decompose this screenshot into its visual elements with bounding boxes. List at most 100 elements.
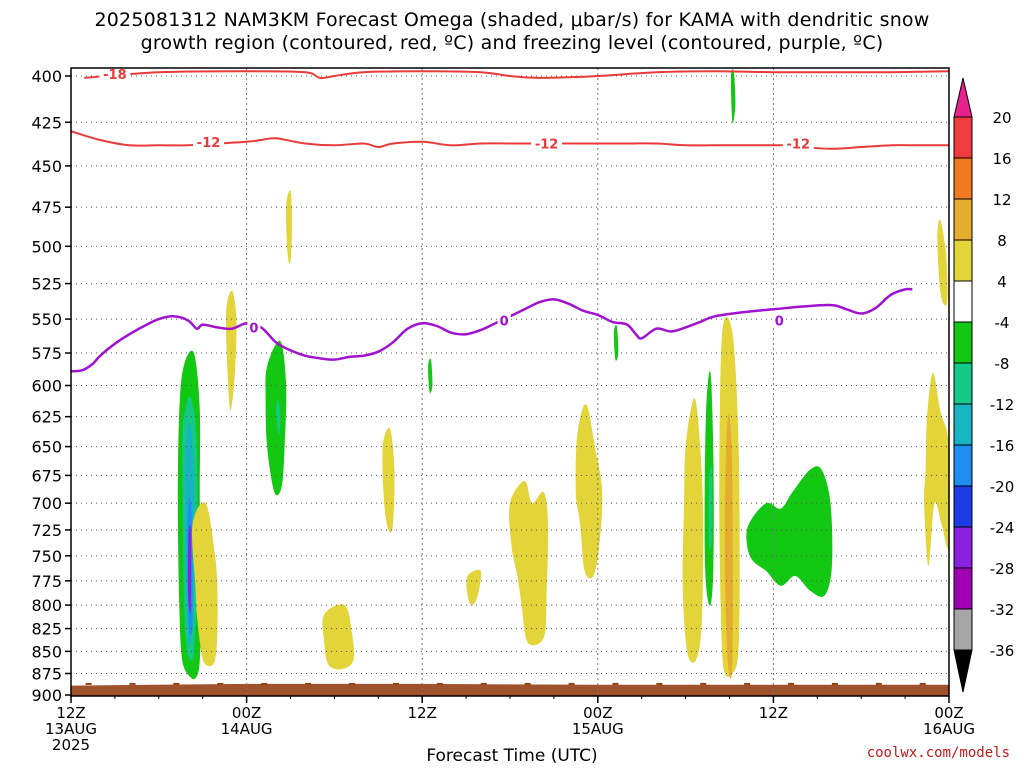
omega-region-green-right bbox=[746, 466, 833, 597]
dgz-label-b: -12 bbox=[535, 138, 559, 153]
terrain-surface bbox=[71, 683, 949, 696]
omega-region-yellow-right-top bbox=[937, 219, 948, 306]
omega-region-orange-12z bbox=[724, 414, 733, 679]
terrain-bump bbox=[305, 682, 312, 685]
colorbar-swatch-9 bbox=[953, 485, 973, 528]
omega-shaded-regions bbox=[177, 69, 949, 680]
dgz-label-a-bg bbox=[193, 133, 225, 149]
x-tick-label-0-2: 2025 bbox=[52, 736, 90, 754]
x-tick-label-0-1: 13AUG bbox=[45, 720, 97, 738]
colorbar-bottom-arrow bbox=[953, 649, 973, 693]
terrain-bump bbox=[524, 682, 531, 685]
x-tick-label-60-0: 00Z bbox=[934, 704, 963, 722]
y-tick-label-500: 500 bbox=[31, 237, 62, 256]
colorbar-swatch-7 bbox=[953, 403, 973, 446]
colorbar-swatch-12 bbox=[953, 608, 973, 651]
dgz-label-top-bg bbox=[99, 68, 131, 82]
x-tick-label-12-0: 00Z bbox=[232, 704, 261, 722]
y-tick-label-750: 750 bbox=[31, 547, 62, 566]
colorbar-label-11: -28 bbox=[990, 560, 1015, 578]
terrain-bump bbox=[788, 682, 795, 685]
terrain-bump bbox=[129, 682, 136, 685]
freezing-label-a: 0 bbox=[249, 321, 258, 336]
colorbar-swatch-3 bbox=[953, 239, 973, 282]
colorbar-swatch-10 bbox=[953, 526, 973, 569]
y-tick-label-550: 550 bbox=[31, 310, 62, 329]
colorbar-label-7: -12 bbox=[990, 396, 1015, 414]
colorbar-label-1: 16 bbox=[992, 150, 1011, 168]
freezing-label-a-bg bbox=[247, 319, 261, 335]
dgz-top-contour-line bbox=[84, 70, 949, 80]
y-tick-label-400: 400 bbox=[31, 67, 62, 86]
omega-region-yellow-mid bbox=[382, 427, 395, 533]
dgz-label-a: -12 bbox=[197, 136, 221, 151]
y-tick-label-825: 825 bbox=[31, 620, 62, 639]
terrain-bump bbox=[349, 682, 356, 685]
omega-region-yellow-mid-high bbox=[285, 190, 292, 264]
freezing-level-contour-line bbox=[71, 287, 913, 373]
chart-title-line-1: 2025081312 NAM3KM Forecast Omega (shaded… bbox=[94, 9, 930, 31]
omega-region-yellow-right-mid bbox=[575, 404, 603, 579]
terrain-bump bbox=[436, 682, 443, 685]
x-tick-label-36-0: 00Z bbox=[583, 704, 612, 722]
freezing-label-c-bg bbox=[772, 312, 786, 328]
colorbar: 20 16 12 8 4 -4 -8 -12 -16 -20 -24 -28 -32 -36 bbox=[953, 77, 1015, 693]
omega-region-teal-mid bbox=[275, 400, 281, 436]
terrain-bump bbox=[217, 682, 224, 685]
x-tick-label-60-1: 16AUG bbox=[923, 720, 975, 738]
y-tick-label-625: 625 bbox=[31, 408, 62, 427]
terrain-bump bbox=[656, 682, 663, 685]
dgz-label-b-bg bbox=[531, 135, 563, 151]
omega-region-yellow-right-mid2 bbox=[924, 372, 949, 566]
terrain-bump bbox=[261, 682, 268, 685]
x-tick-label-24-0: 12Z bbox=[408, 704, 437, 722]
y-tick-label-900: 900 bbox=[31, 686, 62, 705]
omega-region-yellow-small-mid bbox=[466, 569, 482, 606]
y-tick-label-850: 850 bbox=[31, 642, 62, 661]
x-axis-label: Forecast Time (UTC) bbox=[426, 746, 598, 766]
omega-region-green-small-top bbox=[730, 69, 736, 124]
colorbar-label-5: -4 bbox=[995, 314, 1010, 332]
omega-region-yellow-early-b bbox=[225, 290, 237, 411]
y-tick-label-525: 525 bbox=[31, 275, 62, 294]
dgz-label-c-bg bbox=[782, 135, 814, 151]
watermark: coolwx.com/models bbox=[866, 745, 1010, 761]
terrain-bump bbox=[392, 682, 399, 685]
colorbar-label-8: -16 bbox=[990, 437, 1015, 455]
freezing-label-b: 0 bbox=[500, 314, 509, 329]
colorbar-label-9: -20 bbox=[990, 478, 1015, 496]
y-tick-label-425: 425 bbox=[31, 113, 62, 132]
colorbar-label-10: -24 bbox=[990, 519, 1015, 537]
dgz-label-c: -12 bbox=[787, 138, 811, 153]
x-tick-label-36-1: 15AUG bbox=[572, 720, 624, 738]
omega-region-green-small-a bbox=[428, 358, 433, 393]
colorbar-label-12: -32 bbox=[990, 601, 1015, 619]
terrain-bump bbox=[173, 682, 180, 685]
colorbar-swatch-6 bbox=[953, 362, 973, 405]
y-tick-label-475: 475 bbox=[31, 198, 62, 217]
y-tick-label-725: 725 bbox=[31, 521, 62, 540]
omega-region-green-mid bbox=[265, 340, 287, 496]
chart-title-line-2: growth region (contoured, red, ºC) and f… bbox=[140, 32, 884, 54]
terrain-bump bbox=[700, 682, 707, 685]
y-tick-label-800: 800 bbox=[31, 596, 62, 615]
omega-region-teal-narrow-a bbox=[708, 465, 713, 550]
colorbar-swatch-1 bbox=[953, 157, 973, 200]
axes: 400 425 450 475 500 525 550 575 600 625 650 675 700 7… bbox=[31, 67, 975, 754]
freezing-label-b-bg bbox=[497, 312, 511, 328]
terrain-fill bbox=[71, 682, 949, 696]
y-tick-label-575: 575 bbox=[31, 344, 62, 363]
terrain-bump bbox=[568, 682, 575, 685]
omega-region-purple-early bbox=[187, 525, 192, 613]
omega-region-yellow-left-of-12z bbox=[682, 398, 704, 663]
y-tick-label-700: 700 bbox=[31, 494, 62, 513]
colorbar-label-2: 12 bbox=[992, 191, 1011, 209]
colorbar-top-arrow bbox=[953, 77, 973, 118]
colorbar-label-6: -8 bbox=[995, 355, 1010, 373]
colorbar-label-3: 8 bbox=[997, 232, 1007, 250]
omega-region-yellow-early-a bbox=[192, 502, 218, 667]
colorbar-label-0: 20 bbox=[992, 109, 1011, 127]
terrain-bump bbox=[831, 682, 838, 685]
y-tick-label-775: 775 bbox=[31, 572, 62, 591]
